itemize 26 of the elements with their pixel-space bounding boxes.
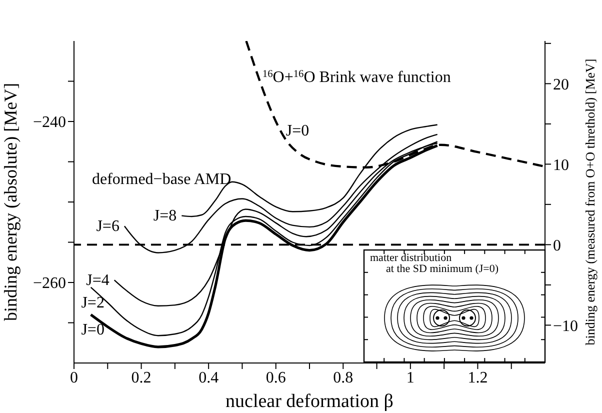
x-tick-label: 0 [70,369,78,386]
y2-tick-label: 10 [553,156,569,174]
y2-tick-label: 20 [553,76,569,94]
y-tick-label: −260 [32,275,66,292]
x-tick-label: 0.4 [198,369,219,386]
y-axis-title: binding energy (absolute) [MeV] [0,82,20,322]
y2-axis-title: binding energy (measured from O+O threthold) [MeV] [582,58,598,346]
x-tick-label: 0.6 [266,369,286,386]
annotation: at the SD minimum (J=0) [386,263,499,275]
annotation: $^{16}$O+$^{16}$O Brink wave function [262,68,451,86]
y-tick-label: −240 [32,114,66,132]
series-label: J=0 [81,322,104,339]
x-axis-title: nuclear deformation β [226,391,394,412]
annotation: matter distribution [370,252,452,264]
x-tick-label: 0.2 [131,369,152,386]
series-label: J=2 [81,294,104,312]
series-label: J=8 [153,208,177,225]
series-label: J=4 [86,272,110,290]
x-tick-label: 1.2 [468,369,488,386]
x-tick-label: 0.8 [333,369,354,386]
series-label: J=0 [286,122,310,140]
y2-tick-label: −10 [553,318,578,335]
x-tick-label: 1 [406,369,414,386]
y2-tick-label: 0 [553,237,561,254]
series-label: J=6 [96,218,120,236]
annotation: deformed−base AMD [92,171,232,188]
